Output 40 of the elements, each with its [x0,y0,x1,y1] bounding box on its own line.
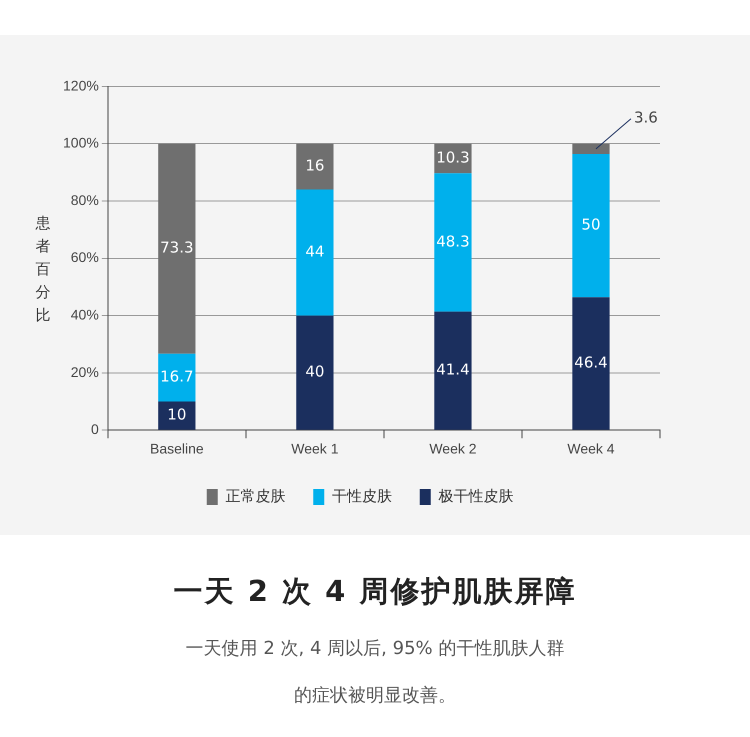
bar [434,312,472,430]
bar [296,144,334,190]
data-label: 41.4 [436,360,470,379]
data-label: 44 [305,242,324,260]
y-tick-label: 120% [62,77,99,94]
data-label: 16 [305,156,324,175]
bar [158,354,196,402]
data-label: 46.4 [574,353,608,372]
data-label: 73.3 [160,238,194,257]
bar [158,402,196,430]
bar [572,297,610,430]
data-label: 16.7 [160,368,194,386]
x-tick-label: Baseline [150,440,204,456]
bar [572,144,610,154]
x-tick-label: Week 4 [567,440,615,456]
y-tick-label: 100% [62,134,99,151]
y-tick-label: 40% [70,306,99,322]
legend-label: 干性皮肤 [332,486,392,505]
text: 一天 2 次 4 周修护肌肤屏障 [172,573,578,610]
data-label: 48.3 [436,232,470,250]
bar [572,154,610,298]
data-label: 50 [581,216,601,234]
data-label: 3.6 [634,108,658,127]
data-label: 10 [167,406,186,424]
bar [296,190,334,316]
x-tick-label: Week 1 [291,440,339,456]
y-tick-label: 20% [70,364,99,380]
legend-label: 正常皮肤 [225,486,286,505]
y-tick-label: 0 [91,421,100,438]
y-axis-title: 患者百分比 [34,213,52,326]
bar [434,173,472,312]
bar [296,316,334,430]
y-tick-label: 60% [70,249,99,266]
data-label: 10.3 [436,148,470,166]
data-label: 40 [305,362,324,381]
y-tick-label: 80% [70,192,99,208]
legend-label: 极干性皮肤 [437,486,514,505]
x-tick-label: Week 2 [429,440,477,456]
bar [158,144,196,354]
text: 一天使用 2 次, 4 周以后, 95% 的干性肌肤人群的症状被明显改善。 [186,638,564,706]
